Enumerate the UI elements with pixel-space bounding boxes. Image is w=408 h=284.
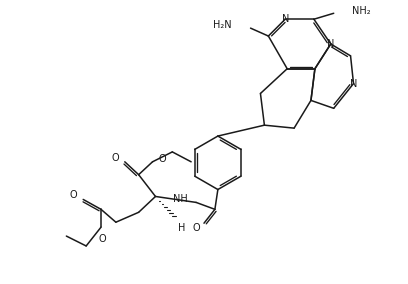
Text: O: O: [158, 154, 166, 164]
Text: NH: NH: [173, 195, 188, 204]
Text: H: H: [178, 223, 186, 233]
Text: NH₂: NH₂: [352, 6, 370, 16]
Text: N: N: [282, 14, 289, 24]
Text: N: N: [350, 79, 357, 89]
Text: O: O: [111, 153, 119, 163]
Text: O: O: [70, 191, 77, 201]
Text: H₂N: H₂N: [213, 20, 232, 30]
Text: N: N: [327, 39, 335, 49]
Text: O: O: [98, 234, 106, 244]
Text: O: O: [193, 223, 200, 233]
